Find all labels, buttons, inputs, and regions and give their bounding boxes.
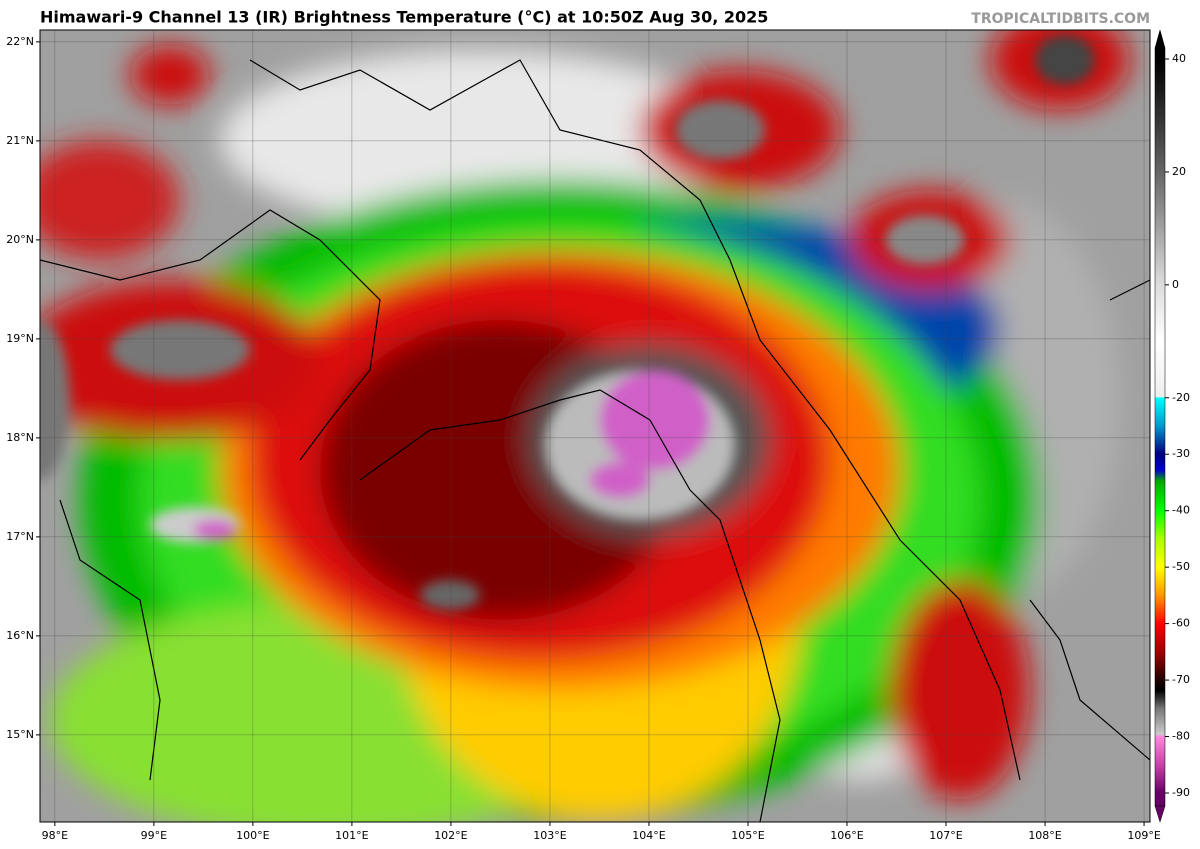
colorbar-label: -80: [1172, 730, 1190, 743]
lon-label: 98°E: [42, 829, 68, 842]
map-frame: [39, 29, 1151, 823]
lon-label: 101°E: [335, 829, 368, 842]
lon-label: 108°E: [1028, 829, 1061, 842]
lat-label: 22°N: [6, 35, 34, 48]
colorbar-label: 20: [1172, 165, 1186, 178]
lat-label: 18°N: [6, 431, 34, 444]
source: TROPICALTIDBITS.COM: [971, 11, 1150, 27]
colorbar-label: -30: [1172, 447, 1190, 460]
lat-label: 21°N: [6, 134, 34, 147]
title: Himawari-9 Channel 13 (IR) Brightness Te…: [40, 8, 768, 27]
graticule: [40, 30, 1150, 822]
lat-label: 15°N: [6, 728, 34, 741]
lon-label: 105°E: [731, 829, 764, 842]
lat-label: 16°N: [6, 629, 34, 642]
colorbar-label: -90: [1172, 786, 1190, 799]
colorbar-label: -70: [1172, 673, 1190, 686]
lon-label: 107°E: [929, 829, 962, 842]
lat-label: 20°N: [6, 233, 34, 246]
lon-label: 99°E: [141, 829, 167, 842]
lon-label: 103°E: [533, 829, 566, 842]
satellite-image: [40, 30, 1150, 822]
lon-label: 109°E: [1127, 829, 1160, 842]
colorbar-label: -40: [1172, 504, 1190, 517]
lat-label: 19°N: [6, 332, 34, 345]
lon-label: 100°E: [236, 829, 269, 842]
colorbar-label: -60: [1172, 617, 1190, 630]
lon-label: 104°E: [632, 829, 665, 842]
colorbar-label: 0: [1172, 278, 1179, 291]
colorbar-label: -20: [1172, 391, 1190, 404]
colorbar-label: 40: [1172, 52, 1186, 65]
lon-label: 106°E: [830, 829, 863, 842]
colorbar: [1154, 29, 1166, 823]
lon-label: 102°E: [434, 829, 467, 842]
lat-label: 17°N: [6, 530, 34, 543]
colorbar-label: -50: [1172, 560, 1190, 573]
